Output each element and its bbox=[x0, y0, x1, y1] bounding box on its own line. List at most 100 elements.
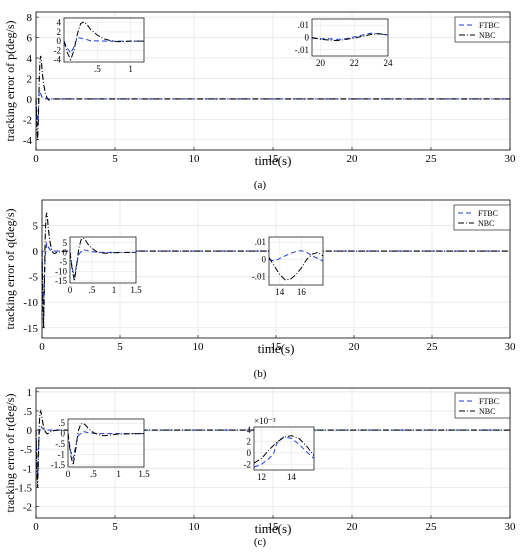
x-axis-label: time(s) bbox=[255, 521, 292, 536]
y-tick-label: .5 bbox=[24, 406, 33, 418]
x-tick-label: 0 bbox=[39, 341, 45, 353]
x-tick-label: 25 bbox=[426, 521, 438, 533]
x-tick-label: 5 bbox=[112, 153, 118, 165]
y-tick-label: 6 bbox=[27, 33, 33, 45]
inset-x-tick-label: 20 bbox=[316, 58, 326, 68]
inset-y-tick-label: -2 bbox=[244, 459, 252, 469]
y-axis-label: tracking error of p(deg/s) bbox=[3, 21, 17, 142]
x-tick-label: 15 bbox=[268, 521, 280, 533]
inset-y-tick-label: -.01 bbox=[295, 45, 309, 55]
inset-y-tick-label: -1 bbox=[58, 449, 66, 459]
inset-series-line-0 bbox=[68, 430, 144, 459]
inset-series-line-1 bbox=[64, 21, 144, 61]
inset-series-group bbox=[254, 435, 314, 468]
y-tick-label: 0 bbox=[27, 94, 33, 106]
inset-x-tick-label: 12 bbox=[257, 472, 266, 482]
chart-2: 0 5 10 15 20 25 30-2-1.5-1-.50.510.5 1 1.5-1.5-1… bbox=[3, 387, 516, 548]
x-axis-label: time(s) bbox=[255, 153, 292, 168]
legend-label-1: NBC bbox=[479, 31, 495, 40]
legend-label-0: FTBC bbox=[479, 21, 499, 30]
inset-y-tick-label: -.5 bbox=[55, 439, 65, 449]
inset-x-tick-label: 22 bbox=[350, 58, 359, 68]
inset-series-line-1 bbox=[70, 237, 136, 282]
inset-x-tick-label: 0 bbox=[68, 285, 73, 295]
x-tick-label: 5 bbox=[112, 521, 118, 533]
inset-background bbox=[70, 237, 136, 283]
x-tick-label: 20 bbox=[349, 341, 361, 353]
inset-frame bbox=[67, 418, 145, 468]
inset-series-group bbox=[64, 21, 144, 61]
plot-frame bbox=[35, 11, 511, 151]
inset-background bbox=[269, 237, 323, 285]
inset-x-tick-label: 1 bbox=[116, 469, 121, 479]
inset-series-group bbox=[70, 237, 136, 282]
x-tick-label: 10 bbox=[189, 153, 201, 165]
inset-exponent-label: ×10⁻³ bbox=[254, 416, 276, 426]
legend-label-0: FTBC bbox=[479, 397, 499, 406]
inset-frame bbox=[268, 236, 324, 286]
x-axis-label: time(s) bbox=[258, 341, 295, 356]
x-tick-label: 30 bbox=[505, 153, 517, 165]
x-tick-label: 10 bbox=[193, 341, 205, 353]
legend-label-0: FTBC bbox=[478, 209, 498, 218]
inset-series-group bbox=[68, 422, 144, 466]
inset-frame bbox=[253, 426, 315, 471]
inset-y-tick-label: 0 bbox=[247, 448, 252, 458]
inset-x-tick-label: .5 bbox=[94, 64, 101, 74]
x-tick-label: 30 bbox=[505, 521, 517, 533]
series-line-0 bbox=[35, 88, 510, 126]
x-tick-label: 30 bbox=[505, 341, 517, 353]
y-tick-label: 0 bbox=[33, 246, 39, 258]
inset-series-line-0 bbox=[269, 250, 323, 262]
legend-box bbox=[454, 392, 511, 419]
y-axis-label: tracking error of q(deg/s) bbox=[3, 209, 17, 330]
x-tick-label: 25 bbox=[426, 153, 438, 165]
y-tick-label: 2 bbox=[27, 73, 33, 85]
x-tick-label: 25 bbox=[427, 341, 439, 353]
series-line-1 bbox=[41, 212, 510, 328]
inset-y-tick-label: .01 bbox=[298, 20, 309, 30]
inset-y-tick-label: -5 bbox=[60, 257, 68, 267]
inset-y-tick-label: -10 bbox=[55, 267, 67, 277]
inset-x-tick-label: 24 bbox=[384, 58, 394, 68]
inset-series-line-0 bbox=[254, 436, 314, 468]
plot-frame bbox=[41, 199, 511, 339]
inset-background bbox=[68, 419, 144, 467]
inset-series-line-1 bbox=[312, 33, 388, 42]
inset-y-tick-label: 4 bbox=[247, 425, 252, 435]
x-tick-label: 10 bbox=[189, 521, 201, 533]
panel-caption: (a) bbox=[254, 179, 267, 191]
legend-label-1: NBC bbox=[479, 407, 495, 416]
y-tick-label: -15 bbox=[23, 323, 38, 335]
inset-y-tick-label: 0 bbox=[262, 254, 267, 264]
inset-frame bbox=[63, 17, 145, 63]
inset-y-tick-label: .01 bbox=[255, 237, 266, 247]
inset-frame bbox=[69, 236, 137, 284]
y-tick-label: -1.5 bbox=[15, 482, 33, 494]
x-tick-label: 0 bbox=[33, 521, 39, 533]
series-line-0 bbox=[35, 425, 510, 476]
inset-series-line-1 bbox=[68, 422, 144, 466]
panel-caption: (c) bbox=[254, 536, 267, 548]
legend-box bbox=[453, 204, 511, 231]
y-tick-label: -.5 bbox=[20, 444, 32, 456]
inset-0: 0.5 1 1.5-15-10-505 bbox=[55, 236, 142, 295]
panel-caption: (b) bbox=[254, 368, 267, 380]
inset-y-tick-label: 0 bbox=[57, 36, 62, 46]
inset-x-tick-label: .5 bbox=[89, 285, 96, 295]
inset-x-tick-label: 14 bbox=[275, 287, 285, 297]
x-tick-label: 20 bbox=[347, 153, 359, 165]
y-tick-label: -5 bbox=[29, 272, 39, 284]
inset-x-tick-label: 14 bbox=[287, 472, 297, 482]
inset-1: 20 22 24 -.01 0 .01 bbox=[295, 18, 394, 68]
y-tick-label: 5 bbox=[33, 221, 39, 233]
y-tick-label: -2 bbox=[23, 502, 32, 514]
inset-y-tick-label: 5 bbox=[63, 238, 68, 248]
inset-y-tick-label: -.01 bbox=[252, 271, 266, 281]
